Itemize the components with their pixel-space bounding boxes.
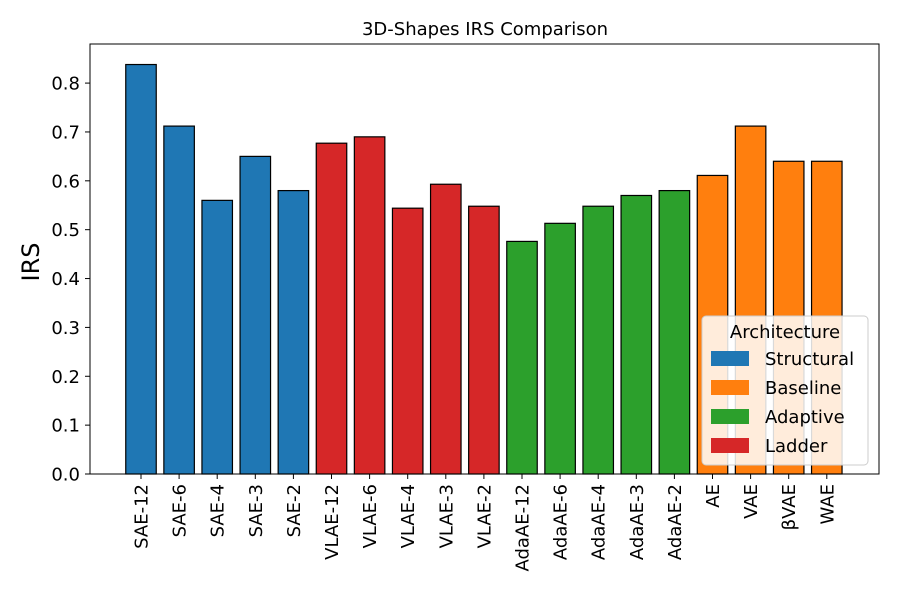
- bar: [391, 207, 424, 475]
- x-tick-label: AdaAE-3: [627, 484, 648, 560]
- bar: [315, 142, 348, 475]
- x-axis: SAE-12 SAE-6 SAE-4 SAE-3 SAE-2 VLAE-12 VLAE-6 V…: [132, 474, 838, 572]
- x-tick-label: SAE-4: [208, 484, 229, 537]
- x-tick-label: WAE: [817, 484, 838, 525]
- y-tick-label: 0.4: [51, 269, 80, 290]
- bar: [658, 189, 691, 475]
- bar: [429, 183, 462, 475]
- bar: [544, 222, 576, 475]
- legend-label: Ladder: [765, 436, 828, 457]
- legend-swatch: [711, 380, 749, 395]
- y-tick-label: 0.7: [51, 122, 80, 143]
- legend-label: Baseline: [765, 378, 841, 399]
- x-tick-label: VAE: [741, 484, 762, 519]
- y-tick-label: 0.6: [51, 171, 80, 192]
- legend-label: Adaptive: [765, 407, 845, 428]
- x-tick-label: AE: [703, 484, 724, 508]
- y-tick-label: 0.3: [51, 318, 80, 339]
- y-tick-label: 0.5: [51, 220, 80, 241]
- legend-swatch: [711, 438, 749, 453]
- bar: [277, 189, 310, 475]
- x-tick-label: AdaAE-2: [665, 484, 686, 560]
- chart-title: 3D-Shapes IRS Comparison: [362, 19, 608, 40]
- legend-title: Architecture: [730, 322, 840, 343]
- bar: [125, 63, 157, 475]
- bar: [468, 205, 500, 475]
- x-tick-label: AdaAE-12: [513, 484, 534, 572]
- x-tick-label: SAE-12: [132, 484, 153, 549]
- x-tick-label: AdaAE-6: [551, 484, 572, 560]
- x-tick-label: βVAE: [779, 484, 800, 530]
- x-tick-label: VLAE-2: [474, 484, 495, 548]
- legend-swatch: [711, 409, 749, 424]
- bar: [582, 205, 615, 475]
- bar: [506, 240, 538, 475]
- x-tick-label: VLAE-12: [322, 484, 343, 560]
- y-tick-label: 0.2: [51, 367, 80, 388]
- x-tick-label: VLAE-6: [360, 484, 381, 548]
- bar: [620, 194, 653, 475]
- bar: [201, 199, 234, 475]
- bar: [239, 155, 272, 475]
- legend: Architecture Structural Baseline Adaptive L…: [701, 315, 869, 466]
- legend-label: Structural: [765, 349, 854, 370]
- x-tick-label: AdaAE-4: [589, 484, 610, 560]
- y-axis-label: IRS: [17, 243, 45, 282]
- y-tick-label: 0.8: [51, 74, 80, 95]
- y-tick-label: 0.1: [51, 416, 80, 437]
- x-tick-label: SAE-6: [170, 484, 191, 537]
- bar: [163, 125, 195, 475]
- x-tick-label: VLAE-4: [398, 484, 419, 548]
- legend-swatch: [711, 351, 749, 366]
- bar: [353, 136, 386, 475]
- x-tick-label: SAE-2: [284, 484, 305, 537]
- y-axis: 0.0 0.1 0.2 0.3 0.4 0.5 0.6 0.7 0.8: [51, 74, 90, 486]
- x-tick-label: VLAE-3: [436, 484, 457, 548]
- y-tick-label: 0.0: [51, 465, 80, 486]
- plot-frame: [89, 43, 880, 475]
- x-tick-label: SAE-3: [246, 484, 267, 537]
